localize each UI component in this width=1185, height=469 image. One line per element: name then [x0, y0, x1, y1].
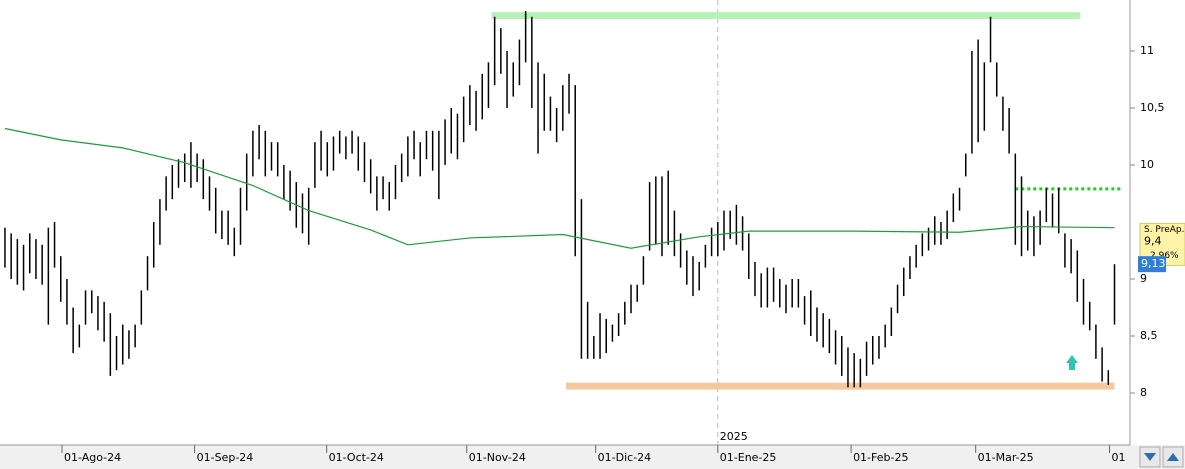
x-tick-label: 01-Mar-25: [978, 451, 1034, 464]
y-tick-label: 8: [1140, 386, 1147, 399]
x-tick-label: 01-Dic-24: [598, 451, 652, 464]
x-tick-label: 01-Ene-25: [720, 451, 777, 464]
y-tick-label: 11: [1140, 44, 1154, 57]
arrow-icon: [1066, 355, 1078, 370]
x-tick-label: 01-Sep-24: [197, 451, 254, 464]
moving-average: [4, 127, 1115, 249]
scroll-icon: [1144, 453, 1156, 461]
y-tick-label: 9: [1140, 272, 1147, 285]
preap-title: S. PreAp.:: [1144, 225, 1185, 235]
y-tick-label: 10,5: [1140, 101, 1165, 114]
x-tick-label: 01-Ago-24: [64, 451, 121, 464]
year-label: 2025: [720, 430, 748, 443]
y-tick-label: 10: [1140, 158, 1154, 171]
y-tick-label: 8,5: [1140, 329, 1158, 342]
x-axis-area: [0, 445, 1185, 469]
x-tick-label: 01-Oct-24: [329, 451, 384, 464]
scroll-icon: [1167, 453, 1179, 461]
last-price-label: 9,13: [1141, 257, 1166, 270]
preap-value: 9,4: [1144, 234, 1162, 247]
preap-change: 2,96%: [1150, 251, 1179, 261]
last-price-box: [1138, 256, 1166, 273]
x-tick-label: 01-Nov-24: [469, 451, 526, 464]
x-tick-label: 01: [1112, 451, 1126, 464]
x-tick-label: 01-Feb-25: [853, 451, 908, 464]
